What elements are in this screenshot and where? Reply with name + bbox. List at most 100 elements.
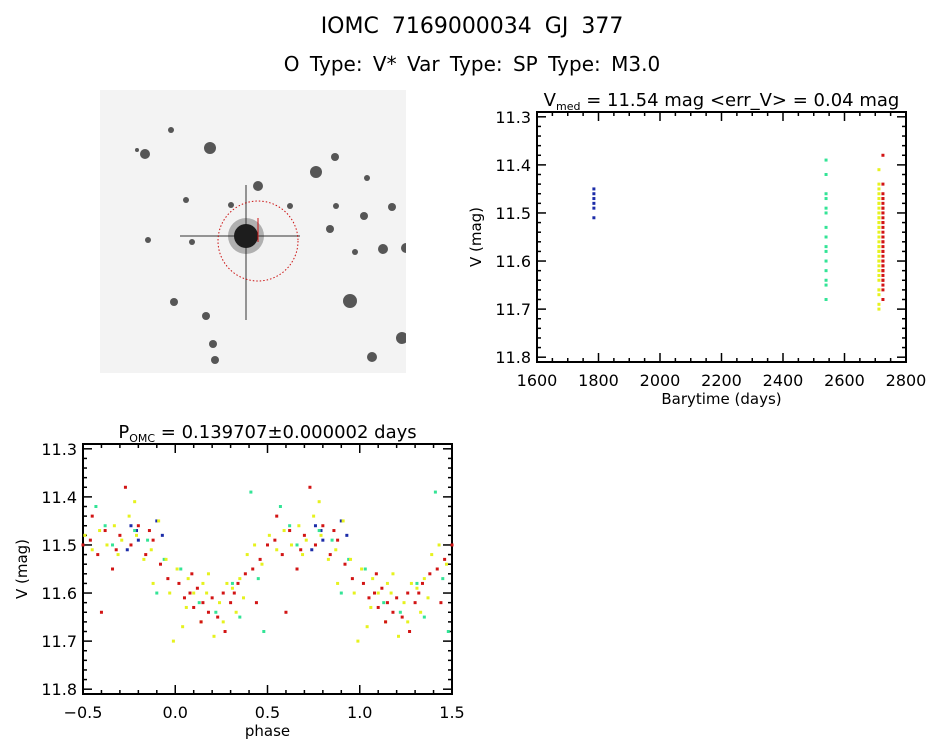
y-tick-label: 11.3 <box>495 108 531 127</box>
data-point <box>592 187 596 191</box>
data-point <box>114 548 118 552</box>
data-point <box>396 634 400 638</box>
data-point <box>881 278 885 282</box>
data-point <box>94 505 98 508</box>
data-point <box>182 596 186 600</box>
star <box>209 340 217 348</box>
data-point <box>360 567 364 571</box>
x-tick-label: 2400 <box>763 371 804 390</box>
data-point <box>289 543 293 547</box>
data-point <box>210 596 214 600</box>
y-axis-label: V (mag) <box>13 539 31 599</box>
data-point <box>238 615 242 619</box>
data-point <box>120 538 124 542</box>
data-point <box>877 288 881 292</box>
data-point <box>190 572 194 576</box>
sky-image <box>100 90 406 373</box>
data-point <box>398 610 402 614</box>
data-point <box>299 548 303 552</box>
data-point <box>282 529 286 533</box>
data-point <box>406 620 410 624</box>
data-point <box>330 538 334 542</box>
data-point <box>147 529 151 533</box>
x-tick-label: 1.5 <box>439 703 464 722</box>
data-point <box>877 221 881 225</box>
x-tick-label: 2800 <box>886 371 927 390</box>
data-point <box>275 548 279 552</box>
data-point <box>201 581 205 585</box>
data-point <box>184 605 188 609</box>
data-point <box>419 610 423 614</box>
data-point <box>260 562 264 566</box>
data-point <box>592 197 596 201</box>
series-yellow <box>877 168 881 311</box>
x-tick-label: −0.5 <box>64 703 103 722</box>
data-point <box>262 630 266 633</box>
data-point <box>149 548 153 552</box>
data-point <box>168 591 172 595</box>
data-point <box>171 639 175 643</box>
data-point <box>877 249 881 253</box>
data-point <box>877 293 881 297</box>
y-tick-label: 11.6 <box>41 584 77 603</box>
data-point <box>350 577 354 581</box>
data-point <box>249 490 253 494</box>
data-point <box>824 245 828 249</box>
data-point <box>312 514 316 518</box>
data-point <box>332 529 336 533</box>
star <box>189 239 195 245</box>
data-point <box>206 610 210 614</box>
star <box>360 212 368 220</box>
data-point <box>422 615 426 619</box>
data-point <box>258 557 262 561</box>
data-point <box>155 591 159 595</box>
data-point <box>136 524 140 528</box>
data-point <box>111 567 115 571</box>
data-point <box>135 533 139 537</box>
data-point <box>123 485 127 489</box>
data-point <box>433 490 437 494</box>
star <box>202 312 210 320</box>
data-point <box>297 524 301 528</box>
data-point <box>201 601 205 605</box>
data-point <box>881 235 885 239</box>
data-point <box>267 533 271 537</box>
data-point <box>81 543 85 547</box>
data-point <box>881 264 885 268</box>
data-point <box>881 283 885 287</box>
data-point <box>373 591 377 595</box>
data-point <box>326 557 330 561</box>
y-tick-label: 11.4 <box>495 156 531 175</box>
star <box>211 356 219 364</box>
data-point <box>232 591 236 595</box>
data-point <box>253 543 257 547</box>
data-point <box>334 548 338 552</box>
data-point <box>420 581 424 585</box>
x-tick-label: 0.5 <box>255 703 280 722</box>
data-point <box>280 553 284 557</box>
data-point <box>391 572 395 576</box>
data-point <box>339 591 343 595</box>
data-point <box>99 610 103 614</box>
y-tick-label: 11.7 <box>495 300 531 319</box>
y-tick-label: 11.6 <box>495 252 531 271</box>
plot-title: Vmed = 11.54 mag <err_V> = 0.04 mag <box>544 90 900 113</box>
data-point <box>127 514 131 518</box>
star <box>343 294 357 308</box>
y-axis-label: V (mag) <box>467 207 485 267</box>
star <box>228 202 234 208</box>
data-point <box>824 206 828 210</box>
star <box>310 166 322 178</box>
data-point <box>430 553 434 557</box>
series-yellow <box>83 500 448 643</box>
star <box>396 332 406 344</box>
data-point <box>371 577 375 581</box>
data-point <box>212 634 216 638</box>
data-point <box>881 206 885 210</box>
data-point <box>877 273 881 277</box>
plot-frame <box>536 111 907 363</box>
lightcurve-axes: 1600 1800 2000 2200 2400 2600 2800 11.3 11.4 11.5… <box>467 90 926 408</box>
data-point <box>877 307 881 311</box>
data-point <box>881 211 885 215</box>
data-point <box>877 240 881 244</box>
